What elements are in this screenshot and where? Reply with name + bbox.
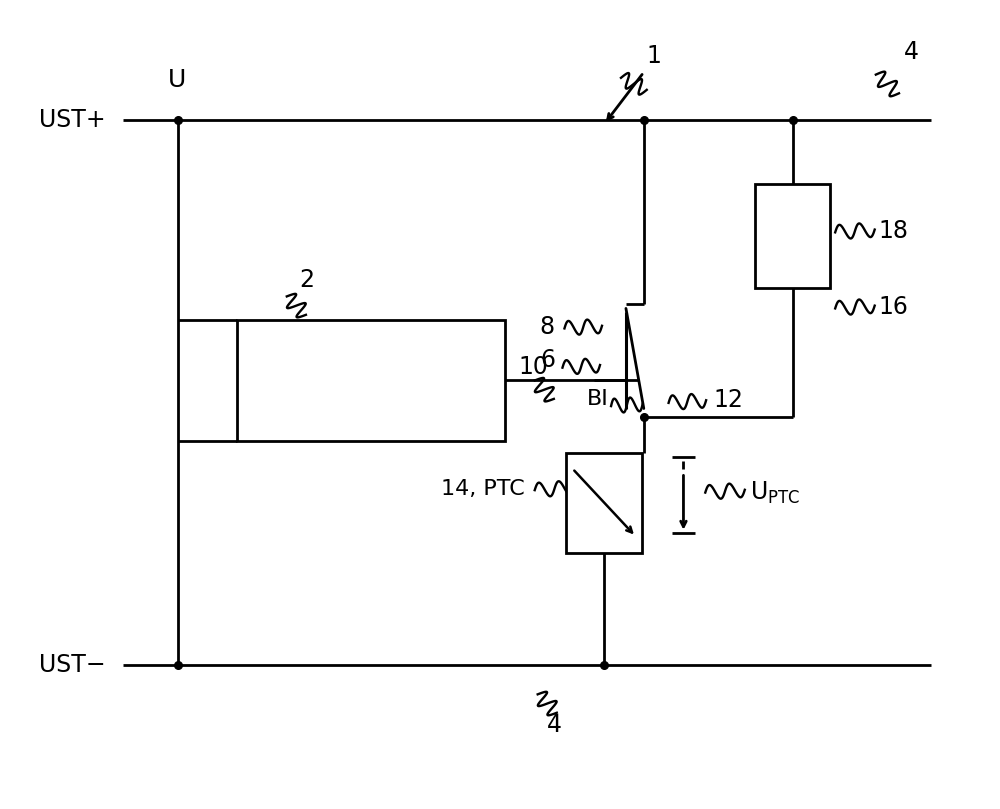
Text: UST−: UST− bbox=[39, 653, 106, 676]
Text: U$_{\mathregular{PTC}}$: U$_{\mathregular{PTC}}$ bbox=[750, 480, 800, 506]
Text: 10: 10 bbox=[519, 355, 549, 379]
Text: 14, PTC: 14, PTC bbox=[441, 480, 525, 499]
Text: BI: BI bbox=[587, 389, 609, 409]
Text: 4: 4 bbox=[547, 713, 562, 737]
Bar bbox=[755, 184, 830, 288]
Bar bbox=[566, 452, 642, 553]
Text: 2: 2 bbox=[299, 269, 314, 292]
Text: 1: 1 bbox=[646, 44, 661, 68]
Text: UST+: UST+ bbox=[39, 108, 106, 132]
Text: U: U bbox=[168, 68, 186, 92]
Text: 8: 8 bbox=[539, 315, 555, 339]
Text: 18: 18 bbox=[879, 218, 909, 243]
Bar bbox=[237, 320, 505, 441]
Text: 12: 12 bbox=[713, 388, 743, 413]
Text: 16: 16 bbox=[879, 294, 909, 319]
Text: 6: 6 bbox=[540, 349, 555, 372]
Text: 4: 4 bbox=[904, 40, 919, 64]
